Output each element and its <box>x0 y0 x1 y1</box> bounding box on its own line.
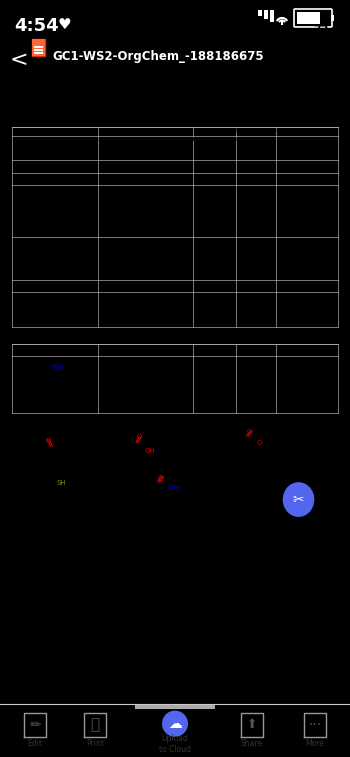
Text: 5.: 5. <box>132 505 138 510</box>
Bar <box>135 705 215 709</box>
Text: ⎙: ⎙ <box>90 717 99 732</box>
Text: $CH_3$: $CH_3$ <box>63 207 75 215</box>
Bar <box>32 39 45 56</box>
Bar <box>7 332 343 339</box>
Text: Edit: Edit <box>28 740 42 749</box>
Bar <box>258 10 262 16</box>
Text: Date:: Date: <box>218 104 236 110</box>
Text: <: < <box>10 50 29 70</box>
Text: GC1-WS2-OrgChem_-188186675: GC1-WS2-OrgChem_-188186675 <box>52 50 264 63</box>
Text: O: O <box>257 440 262 446</box>
Text: 3.: 3. <box>223 465 229 470</box>
Bar <box>264 10 268 19</box>
Text: Number of Bonds
(Saturated/
Unsaturated): Number of Bonds (Saturated/ Unsaturated) <box>190 137 239 154</box>
Text: SH: SH <box>56 480 66 486</box>
Text: Classification of Compound via: Classification of Compound via <box>217 128 314 133</box>
Text: $H_3C$: $H_3C$ <box>15 310 27 319</box>
Text: Name:: Name: <box>9 104 30 110</box>
Text: $CH_3$: $CH_3$ <box>55 189 66 198</box>
Bar <box>34 49 43 51</box>
Text: $H_3C$: $H_3C$ <box>17 484 32 494</box>
Text: $CH_3$: $CH_3$ <box>271 438 286 448</box>
Text: $OH$: $OH$ <box>57 301 67 308</box>
Text: Share: Share <box>241 740 263 749</box>
Text: H: H <box>44 491 49 496</box>
Text: $H_3C$: $H_3C$ <box>135 484 151 494</box>
Text: Upload
to Cloud: Upload to Cloud <box>159 734 191 753</box>
Text: II.: II. <box>9 418 17 424</box>
Text: $H_3C$: $H_3C$ <box>224 438 240 448</box>
Text: $CH_3$: $CH_3$ <box>55 440 68 449</box>
Text: 1.: 1. <box>12 467 18 472</box>
Text: C-C Bonding
(Aliphatic/
Cyclic): C-C Bonding (Aliphatic/ Cyclic) <box>239 137 273 154</box>
Text: Grade, Strand, & Section:: Grade, Strand, & Section: <box>106 104 186 110</box>
Text: $HC$: $HC$ <box>13 261 22 269</box>
Text: 72: 72 <box>313 25 329 35</box>
Text: Given Compound: Given Compound <box>25 137 85 142</box>
Text: ☁: ☁ <box>168 717 182 731</box>
Text: Activity 2.2 – Worksheet on Organic Chemistry: Activity 2.2 – Worksheet on Organic Chem… <box>86 94 264 102</box>
Text: Print: Print <box>86 740 104 749</box>
Text: 2.: 2. <box>104 465 110 470</box>
Text: $CH_3$: $CH_3$ <box>38 240 50 249</box>
Text: 2 points will be allotted for each number.: 2 points will be allotted for each numbe… <box>9 424 122 428</box>
Text: O: O <box>46 438 51 444</box>
Text: $H_3C$: $H_3C$ <box>15 212 27 221</box>
Text: $H_2$: $H_2$ <box>130 448 138 457</box>
Text: ✂: ✂ <box>293 493 304 506</box>
Text: H: H <box>36 475 40 480</box>
Text: More: More <box>306 740 324 749</box>
Text: Type of
Hydrocarbon
(Alkane, Alkene,
Alkyne, Aromatic): Type of Hydrocarbon (Alkane, Alkene, Alk… <box>282 137 332 160</box>
Text: ♥: ♥ <box>58 17 72 32</box>
Text: $H_2$: $H_2$ <box>122 425 131 433</box>
Text: ···: ··· <box>308 718 322 732</box>
Text: O: O <box>246 429 252 435</box>
Circle shape <box>162 711 188 737</box>
Text: Name/Structure of Compound: Name/Structure of Compound <box>93 137 198 142</box>
Text: ⬆: ⬆ <box>247 718 257 731</box>
Text: $H_3C$: $H_3C$ <box>35 223 47 232</box>
Bar <box>270 10 274 22</box>
Text: Score: ____/50: Score: ____/50 <box>274 104 318 110</box>
Text: 4:54: 4:54 <box>14 17 59 35</box>
Text: 2,3-dimethylpentane: 2,3-dimethylpentane <box>24 164 86 169</box>
Text: ✏: ✏ <box>29 718 41 732</box>
Bar <box>331 15 334 21</box>
Text: Encircle and name the functional group in each structure.: Encircle and name the functional group i… <box>56 418 215 423</box>
Circle shape <box>283 482 314 517</box>
Text: O: O <box>157 475 163 484</box>
Text: Complete the Table.: Complete the Table. <box>17 117 97 123</box>
Text: 4,4-dimethylpentyne: 4,4-dimethylpentyne <box>24 176 86 181</box>
Bar <box>34 52 43 54</box>
Bar <box>32 39 45 56</box>
Text: $NH_2$: $NH_2$ <box>50 363 65 373</box>
Text: O: O <box>137 435 142 441</box>
Bar <box>34 46 43 48</box>
Text: Identification.: Identification. <box>19 418 74 424</box>
Text: 3-ethyl-1-hexene: 3-ethyl-1-hexene <box>30 284 80 288</box>
Text: $H_3C$: $H_3C$ <box>106 438 121 448</box>
Text: Complete the table below. Each row is worth 5 points.: Complete the table below. Each row is wo… <box>69 117 228 123</box>
Text: 1,4-cyclohexdiene: 1,4-cyclohexdiene <box>28 347 82 353</box>
Text: C: C <box>125 438 128 443</box>
Text: 4.: 4. <box>12 505 18 510</box>
Text: $H_2$: $H_2$ <box>37 469 46 478</box>
Text: $NH_2$: $NH_2$ <box>167 484 182 494</box>
Text: $CH_3$: $CH_3$ <box>61 260 73 269</box>
Text: I.: I. <box>9 117 14 123</box>
Bar <box>297 12 320 24</box>
Text: OH: OH <box>144 447 155 453</box>
